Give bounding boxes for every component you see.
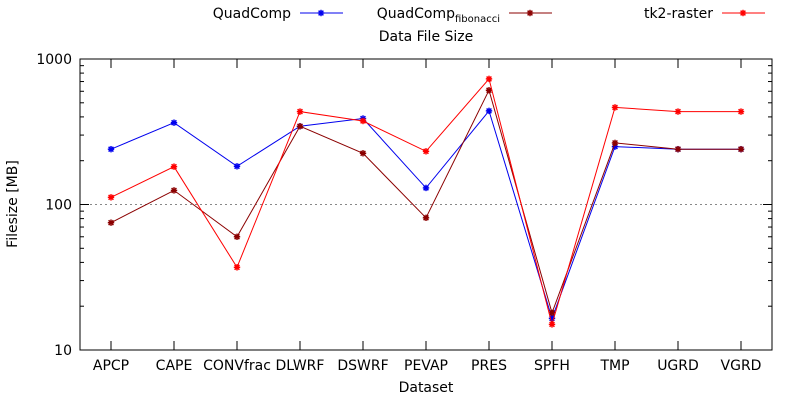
y-axis-label: Filesize [MB] — [5, 160, 21, 248]
x-tick-label-dswrf: DSWRF — [337, 358, 388, 374]
series-2-point-convfrac — [233, 264, 241, 271]
series-0-point-cape — [170, 119, 178, 126]
legend-entry-1: QuadCompfibonacci — [377, 6, 552, 25]
series-1-point-apcp — [107, 219, 115, 226]
series-1-point-vgrd — [737, 145, 745, 153]
series-2-point-apcp — [107, 194, 115, 201]
x-tick-label-apcp: APCP — [93, 358, 129, 374]
series-1-line — [110, 88, 741, 315]
y-tick-label-0: 10 — [54, 343, 72, 359]
series-2-point-pevap — [422, 148, 430, 155]
series-2-point-pres — [485, 75, 493, 83]
series-1-point-spfh — [548, 309, 556, 317]
y-tick-label-1: 100 — [45, 198, 72, 214]
series-2-point-vgrd — [737, 108, 745, 115]
legend-label-1: QuadCompfibonacci — [377, 6, 500, 25]
legend-label-1-sub: fibonacci — [455, 14, 500, 25]
x-tick-label-dlwrf: DLWRF — [276, 358, 325, 374]
legend-marker-0 — [317, 9, 325, 17]
series-0-point-pres — [485, 107, 493, 115]
x-tick-label-cape: CAPE — [156, 358, 193, 374]
x-tick-label-convfrac: CONVfrac — [203, 358, 271, 374]
series-2-point-cape — [170, 163, 178, 170]
x-tick-label-vgrd: VGRD — [721, 358, 762, 374]
legend: QuadComp QuadCompfibonacci tk2-raster — [213, 6, 765, 25]
series-0-point-pevap — [422, 184, 430, 192]
series-2-point-dlwrf — [296, 108, 304, 115]
chart-title: Data File Size — [379, 29, 474, 45]
series-2-point-tmp — [611, 104, 619, 111]
x-tick-label-spfh: SPFH — [534, 358, 570, 374]
series-2-point-ugrd — [674, 108, 682, 115]
x-axis: APCP CAPE CONVfrac DLWRF DSWRF PEVAP PRES SPFH T… — [93, 59, 762, 374]
series-2 — [107, 75, 745, 328]
series-1-point-convfrac — [233, 233, 241, 240]
series-2-line — [110, 77, 741, 327]
x-tick-label-ugrd: UGRD — [657, 358, 699, 374]
series-1-point-dlwrf — [296, 123, 304, 130]
y-axis: 10 100 1000 — [36, 52, 772, 359]
legend-label-1-main: QuadComp — [377, 6, 455, 22]
legend-entry-2: tk2-raster — [644, 6, 765, 22]
series-1-point-dswrf — [359, 150, 367, 157]
series-0-point-convfrac — [233, 163, 241, 170]
legend-label-2: tk2-raster — [644, 6, 713, 22]
y-tick-label-2: 1000 — [36, 52, 72, 68]
x-axis-label: Dataset — [399, 380, 454, 396]
legend-label-0: QuadComp — [213, 6, 291, 22]
legend-entry-0: QuadComp — [213, 6, 343, 22]
series-1 — [107, 87, 745, 317]
legend-marker-1 — [526, 9, 534, 17]
x-tick-label-tmp: TMP — [599, 358, 629, 374]
legend-marker-2 — [739, 9, 747, 17]
x-tick-label-pevap: PEVAP — [404, 358, 448, 374]
x-tick-label-pres: PRES — [471, 358, 507, 374]
series-1-point-tmp — [611, 139, 619, 147]
series-layer — [107, 75, 745, 328]
series-1-point-ugrd — [674, 145, 682, 153]
series-1-point-pres — [485, 87, 493, 94]
series-2-point-dswrf — [359, 117, 367, 125]
series-2-point-spfh — [548, 321, 556, 328]
series-0-point-apcp — [107, 145, 115, 153]
series-1-point-cape — [170, 187, 178, 194]
series-1-point-pevap — [422, 214, 430, 222]
